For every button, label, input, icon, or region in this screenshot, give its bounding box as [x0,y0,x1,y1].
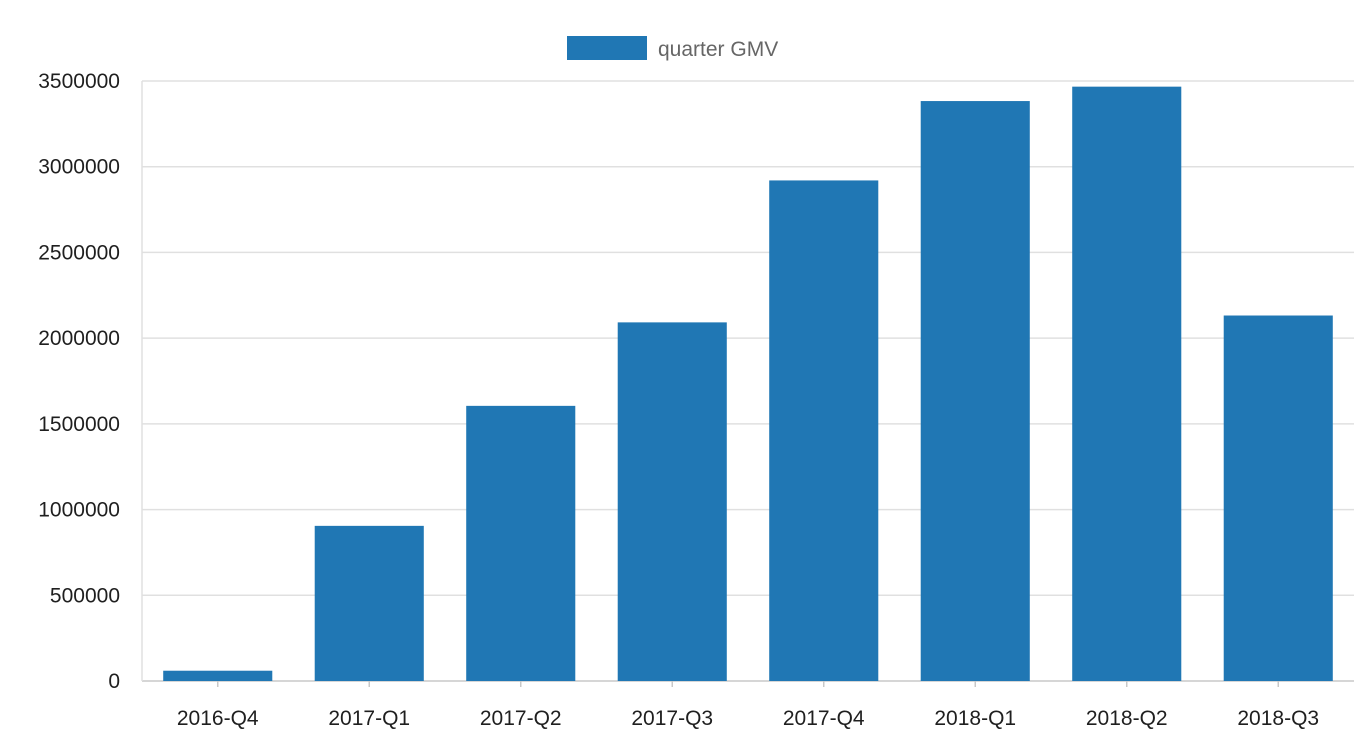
x-tick-label: 2018-Q2 [1086,707,1168,730]
legend-label[interactable]: quarter GMV [658,38,778,61]
y-tick-label: 1000000 [38,499,120,522]
y-tick-label: 3500000 [38,70,120,93]
x-tick-label: 2017-Q1 [328,707,410,730]
x-tick-label: 2018-Q3 [1237,707,1319,730]
y-tick-label: 2000000 [38,327,120,350]
bar-2017-Q4[interactable] [769,180,879,681]
y-axis: 0 500000 1000000 1500000 2000000 2500000 30000… [38,70,143,693]
bar-2018-Q2[interactable] [1072,86,1182,681]
x-tick-label: 2017-Q2 [480,707,562,730]
bars [163,86,1333,682]
bar-2018-Q3[interactable] [1223,315,1333,681]
x-tick-label: 2018-Q1 [934,707,1016,730]
bar-2017-Q2[interactable] [466,405,576,681]
y-tick-label: 1500000 [38,413,120,436]
x-axis: 2016-Q4 2017-Q1 2017-Q2 2017-Q3 2017-Q4 2018-… [177,681,1319,730]
legend[interactable]: quarter GMV [567,36,778,61]
y-tick-label: 2500000 [38,241,120,264]
bar-2017-Q1[interactable] [314,525,424,681]
bar-2018-Q1[interactable] [920,101,1030,682]
y-tick-label: 500000 [50,584,120,607]
x-tick-label: 2017-Q3 [631,707,713,730]
legend-swatch[interactable] [567,36,647,60]
bar-2016-Q4[interactable] [163,670,273,681]
x-tick-label: 2016-Q4 [177,707,259,730]
bar-2017-Q3[interactable] [617,322,727,681]
y-tick-label: 3000000 [38,156,120,179]
y-tick-label: 0 [108,670,120,693]
x-tick-label: 2017-Q4 [783,707,865,730]
